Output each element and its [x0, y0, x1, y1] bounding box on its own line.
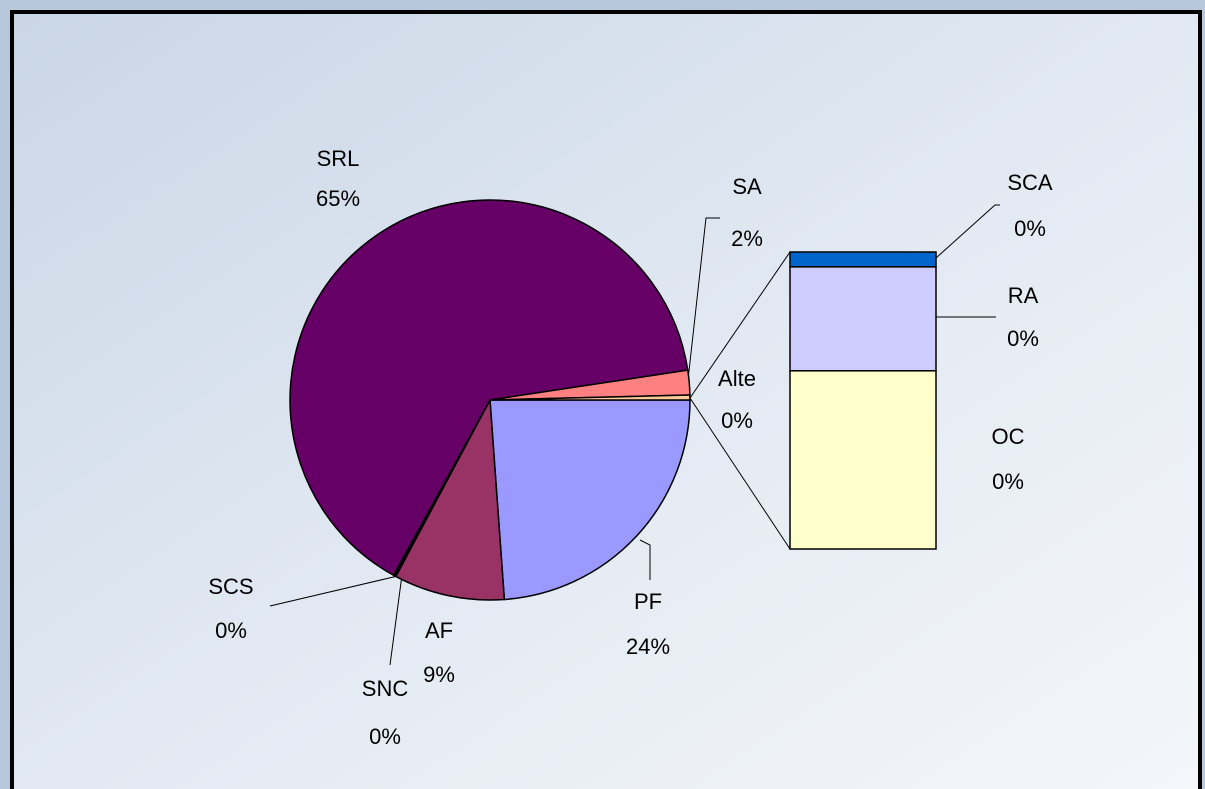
bar-segment	[789, 266, 937, 372]
slice-label-name: SCS	[208, 574, 253, 599]
slice-label-name: SA	[732, 174, 762, 199]
bar-label-name: OC	[992, 424, 1025, 449]
bar-segment	[789, 370, 937, 550]
slice-label-value: 2%	[731, 226, 763, 251]
pie-slice	[489, 399, 691, 601]
bar-label-value: 0%	[992, 469, 1024, 494]
bar-label-value: 0%	[1007, 326, 1039, 351]
pie-slice	[489, 394, 691, 401]
pie-slice	[289, 199, 689, 577]
slice-label-value: 9%	[423, 662, 455, 687]
bar-label-name: SCA	[1007, 170, 1053, 195]
slice-label-value: 65%	[316, 186, 360, 211]
slice-label-name: PF	[634, 589, 662, 614]
slice-label-name: SRL	[317, 146, 360, 171]
slice-label-value: 24%	[626, 634, 670, 659]
leader-lines	[269, 204, 1000, 666]
slice-label-value: 0%	[721, 408, 753, 433]
pie-slice	[394, 397, 506, 601]
slice-label-name: AF	[425, 618, 453, 643]
slice-label-name: Alte	[718, 366, 756, 391]
bar-segment	[789, 251, 937, 268]
slice-label-name: SNC	[362, 676, 409, 701]
bar-label-name: RA	[1008, 283, 1039, 308]
bar-label-value: 0%	[1014, 216, 1046, 241]
slice-label-value: 0%	[369, 724, 401, 749]
slice-label-value: 0%	[215, 618, 247, 643]
